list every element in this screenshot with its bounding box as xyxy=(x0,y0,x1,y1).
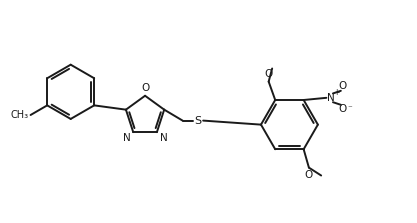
Text: ⁻: ⁻ xyxy=(347,105,352,114)
Text: O: O xyxy=(141,83,149,93)
Text: N: N xyxy=(123,133,131,143)
Text: N: N xyxy=(160,133,167,143)
Text: S: S xyxy=(194,116,201,126)
Text: O: O xyxy=(338,81,346,91)
Text: O: O xyxy=(264,69,273,79)
Text: +: + xyxy=(333,88,339,97)
Text: O: O xyxy=(338,104,346,114)
Text: O: O xyxy=(305,170,313,180)
Text: CH₃: CH₃ xyxy=(11,110,29,120)
Text: N: N xyxy=(327,93,335,103)
